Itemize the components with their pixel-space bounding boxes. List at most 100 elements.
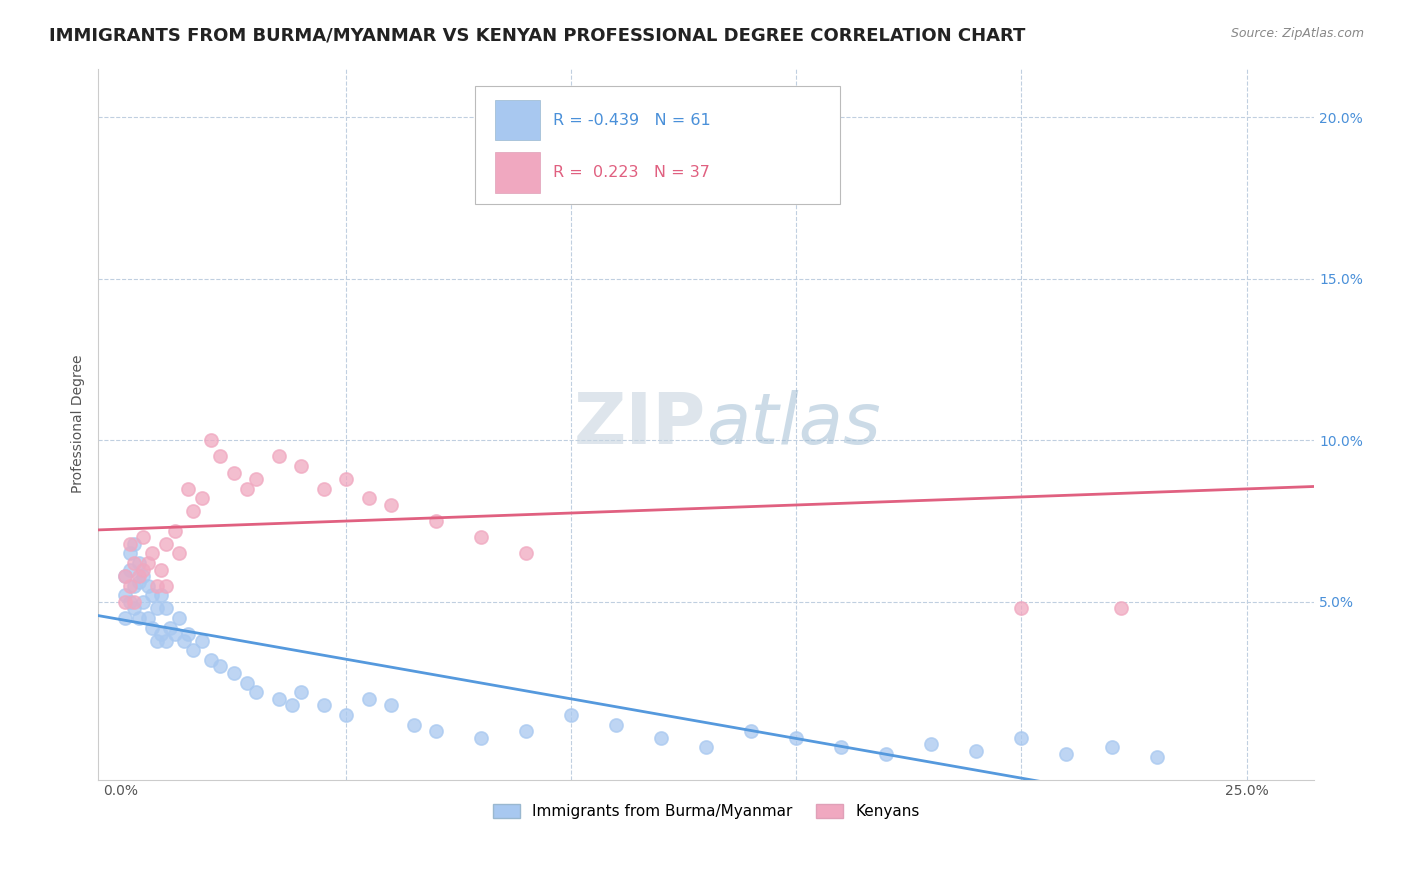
Point (141, 588, 163, 602)
Point (181, 643, 204, 657)
Text: Source: ZipAtlas.com: Source: ZipAtlas.com (1230, 27, 1364, 40)
Point (191, 491, 214, 506)
Point (177, 482, 200, 496)
Point (191, 633, 214, 648)
Point (335, 708, 357, 723)
Point (740, 724, 762, 739)
Point (312, 698, 335, 713)
Point (146, 633, 169, 648)
Point (920, 737, 942, 751)
Text: IMMIGRANTS FROM BURMA/MYANMAR VS KENYAN PROFESSIONAL DEGREE CORRELATION CHART: IMMIGRANTS FROM BURMA/MYANMAR VS KENYAN … (49, 27, 1025, 45)
Point (155, 633, 177, 648)
Point (132, 595, 155, 609)
Point (425, 514, 447, 528)
Point (875, 747, 897, 761)
Y-axis label: Professional Degree: Professional Degree (72, 355, 86, 493)
Point (114, 588, 136, 602)
Point (136, 611, 159, 625)
Point (290, 459, 312, 474)
Point (118, 546, 141, 560)
Point (136, 579, 159, 593)
Point (605, 717, 627, 731)
Point (124, 556, 146, 570)
Point (1109, 601, 1132, 615)
Point (163, 524, 186, 538)
Point (128, 575, 150, 590)
FancyBboxPatch shape (495, 153, 540, 193)
Point (146, 601, 169, 615)
FancyBboxPatch shape (475, 87, 839, 203)
Legend: Immigrants from Burma/Myanmar, Kenyans: Immigrants from Burma/Myanmar, Kenyans (486, 798, 927, 825)
Point (163, 627, 186, 641)
Point (159, 621, 181, 635)
Point (560, 708, 582, 723)
Point (146, 579, 169, 593)
Point (114, 569, 136, 583)
Point (515, 546, 537, 560)
Point (155, 579, 177, 593)
Point (124, 579, 146, 593)
Point (141, 546, 163, 560)
Point (118, 536, 141, 550)
Text: atlas: atlas (706, 390, 882, 458)
Point (155, 601, 177, 615)
Point (290, 685, 312, 699)
Point (150, 627, 173, 641)
Point (118, 562, 141, 576)
Point (118, 595, 141, 609)
Text: R = -0.439   N = 61: R = -0.439 N = 61 (553, 112, 711, 128)
Point (114, 569, 136, 583)
Point (281, 698, 304, 713)
Point (605, 159, 627, 173)
Point (357, 691, 380, 706)
Point (830, 740, 852, 755)
Point (1056, 747, 1078, 761)
Text: ZIP: ZIP (574, 390, 706, 458)
Point (136, 556, 159, 570)
Point (132, 562, 155, 576)
Point (1011, 731, 1033, 745)
FancyBboxPatch shape (495, 100, 540, 140)
Point (1146, 750, 1168, 764)
Text: R =  0.223   N = 37: R = 0.223 N = 37 (553, 165, 710, 180)
Point (118, 579, 141, 593)
Point (222, 466, 245, 480)
Point (236, 482, 259, 496)
Point (200, 434, 222, 448)
Point (150, 562, 173, 576)
Point (124, 601, 146, 615)
Point (173, 633, 195, 648)
Point (132, 569, 155, 583)
Point (141, 621, 163, 635)
Point (1011, 601, 1033, 615)
Point (114, 611, 136, 625)
Point (245, 472, 267, 486)
Point (1101, 740, 1123, 755)
Point (470, 530, 492, 544)
Point (965, 743, 987, 757)
Point (208, 450, 231, 464)
Point (267, 691, 290, 706)
Point (402, 717, 425, 731)
Point (128, 556, 150, 570)
Point (650, 731, 672, 745)
Point (785, 731, 807, 745)
Point (124, 536, 146, 550)
Point (177, 627, 200, 641)
Point (155, 536, 177, 550)
Point (150, 588, 173, 602)
Point (208, 659, 231, 673)
Point (245, 685, 267, 699)
Point (132, 530, 155, 544)
Point (357, 491, 380, 506)
Point (128, 569, 150, 583)
Point (128, 611, 150, 625)
Point (169, 546, 191, 560)
Point (380, 698, 402, 713)
Point (124, 595, 146, 609)
Point (470, 731, 492, 745)
Point (515, 724, 537, 739)
Point (200, 653, 222, 667)
Point (236, 675, 259, 690)
Point (169, 611, 191, 625)
